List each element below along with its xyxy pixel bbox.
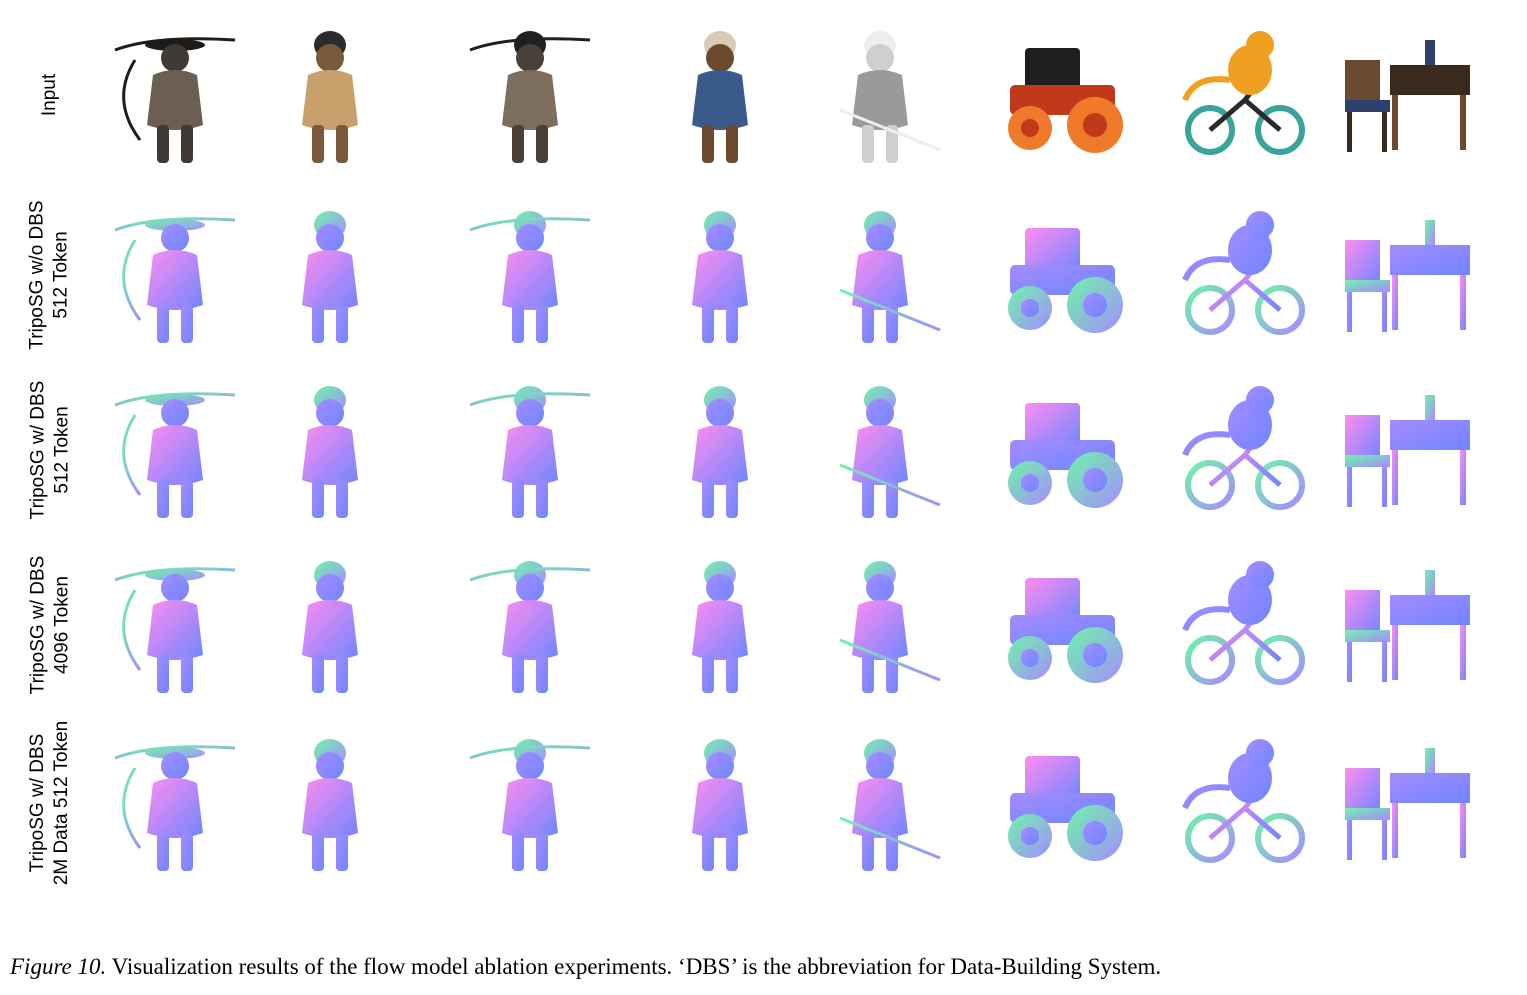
thumbnail-old-man-row2 <box>640 370 800 530</box>
thumbnail-sketch-figure-row3 <box>800 545 960 705</box>
thumbnail-graphic <box>114 744 236 871</box>
thumbnail-samurai-row1 <box>95 195 255 355</box>
thumbnail-desk-chair-row0 <box>1330 15 1490 175</box>
thumbnail-sketch-figure-row1 <box>800 195 960 355</box>
thumbnail-graphic <box>469 211 591 343</box>
thumbnail-graphic <box>302 211 358 343</box>
thumbnail-graphic <box>1345 40 1470 152</box>
thumbnail-robot-boy-row0 <box>250 15 410 175</box>
thumbnail-robot-boy-row2 <box>250 370 410 530</box>
thumbnail-graphic <box>839 738 941 871</box>
thumbnail-tractor-row0 <box>985 15 1145 175</box>
thumbnail-old-man-row3 <box>640 545 800 705</box>
thumbnail-warrior-row4 <box>450 720 610 885</box>
caption-text: Visualization results of the flow model … <box>106 954 1162 979</box>
thumbnail-old-man-row4 <box>640 720 800 885</box>
thumbnail-samurai-row4 <box>95 720 255 885</box>
thumbnail-graphic <box>692 738 748 871</box>
thumbnail-graphic <box>1182 386 1305 510</box>
thumbnail-graphic <box>692 386 748 518</box>
thumbnail-graphic <box>1008 403 1123 508</box>
thumbnail-graphic <box>114 217 236 343</box>
thumbnail-graphic <box>1345 747 1470 860</box>
thumbnail-graphic <box>1345 570 1470 682</box>
row-label-line: TripoSG w/ DBS <box>27 733 48 872</box>
thumbnail-graphic <box>1345 395 1470 507</box>
row-label-line: 512 Token <box>51 231 73 319</box>
thumbnail-warrior-row2 <box>450 370 610 530</box>
thumbnail-desk-chair-row2 <box>1330 370 1490 530</box>
thumbnail-graphic <box>1345 220 1470 332</box>
thumbnail-tractor-row3 <box>985 545 1145 705</box>
thumbnail-warrior-row1 <box>450 195 610 355</box>
thumbnail-sketch-figure-row2 <box>800 370 960 530</box>
thumbnail-graphic <box>469 738 591 871</box>
thumbnail-sketch-figure-row0 <box>800 15 960 175</box>
thumbnail-tiger-bicycle-row2 <box>1165 370 1325 530</box>
row-label-wo-dbs-512: TripoSG w/o DBS 512 Token <box>0 195 100 355</box>
thumbnail-tiger-bicycle-row4 <box>1165 720 1325 885</box>
thumbnail-desk-chair-row4 <box>1330 720 1490 885</box>
thumbnail-graphic <box>1182 561 1305 685</box>
thumbnail-graphic <box>302 738 358 871</box>
thumbnail-graphic <box>302 561 358 693</box>
thumbnail-graphic <box>1008 48 1123 153</box>
thumbnail-graphic <box>114 567 236 693</box>
thumbnail-graphic <box>1008 578 1123 683</box>
thumbnail-graphic <box>1182 31 1305 155</box>
row-label-line: TripoSG w/ DBS <box>27 555 49 695</box>
thumbnail-warrior-row0 <box>450 15 610 175</box>
thumbnail-old-man-row1 <box>640 195 800 355</box>
figure: Input TripoSG w/o DBS 512 Token TripoSG … <box>0 15 1490 890</box>
thumbnail-graphic <box>302 31 358 163</box>
row-label-w-dbs-2m-512: TripoSG w/ DBS 2M Data 512 Token <box>0 715 100 890</box>
row-label-line: Input <box>38 73 60 117</box>
thumbnail-tractor-row1 <box>985 195 1145 355</box>
thumbnail-robot-boy-row4 <box>250 720 410 885</box>
thumbnail-desk-chair-row3 <box>1330 545 1490 705</box>
thumbnail-samurai-row2 <box>95 370 255 530</box>
thumbnail-tractor-row4 <box>985 720 1145 885</box>
thumbnail-samurai-row3 <box>95 545 255 705</box>
thumbnail-graphic <box>839 386 941 518</box>
row-label-w-dbs-4096: TripoSG w/ DBS 4096 Token <box>0 545 100 705</box>
thumbnail-tiger-bicycle-row1 <box>1165 195 1325 355</box>
thumbnail-tractor-row2 <box>985 370 1145 530</box>
row-label-line: TripoSG w/o DBS <box>27 200 49 350</box>
thumbnail-samurai-row0 <box>95 15 255 175</box>
row-label-w-dbs-512: TripoSG w/ DBS 512 Token <box>0 370 100 530</box>
row-label-line: 4096 Token <box>51 576 73 674</box>
thumbnail-graphic <box>1182 738 1305 863</box>
thumbnail-graphic <box>839 211 941 343</box>
row-label-line: 2M Data 512 Token <box>51 720 72 885</box>
row-label-line: 512 Token <box>51 406 73 494</box>
thumbnail-graphic <box>839 561 941 693</box>
thumbnail-graphic <box>1008 228 1123 333</box>
thumbnail-graphic <box>469 561 591 693</box>
thumbnail-graphic <box>114 392 236 518</box>
thumbnail-tiger-bicycle-row0 <box>1165 15 1325 175</box>
thumbnail-graphic <box>302 386 358 518</box>
thumbnail-tiger-bicycle-row3 <box>1165 545 1325 705</box>
thumbnail-robot-boy-row1 <box>250 195 410 355</box>
thumbnail-robot-boy-row3 <box>250 545 410 705</box>
thumbnail-sketch-figure-row4 <box>800 720 960 885</box>
thumbnail-desk-chair-row1 <box>1330 195 1490 355</box>
figure-caption: Figure 10. Visualization results of the … <box>10 952 1520 982</box>
thumbnail-graphic <box>469 31 591 163</box>
thumbnail-graphic <box>839 31 941 163</box>
thumbnail-graphic <box>692 211 748 343</box>
thumbnail-warrior-row3 <box>450 545 610 705</box>
row-label-input: Input <box>0 20 100 170</box>
thumbnail-graphic <box>692 31 748 163</box>
row-label-line: TripoSG w/ DBS <box>27 380 49 520</box>
caption-label: Figure 10. <box>10 954 107 979</box>
thumbnail-graphic <box>1008 755 1123 861</box>
thumbnail-graphic <box>1182 211 1305 335</box>
thumbnail-graphic <box>692 561 748 693</box>
thumbnail-graphic <box>114 37 236 163</box>
thumbnail-graphic <box>469 386 591 518</box>
thumbnail-old-man-row0 <box>640 15 800 175</box>
